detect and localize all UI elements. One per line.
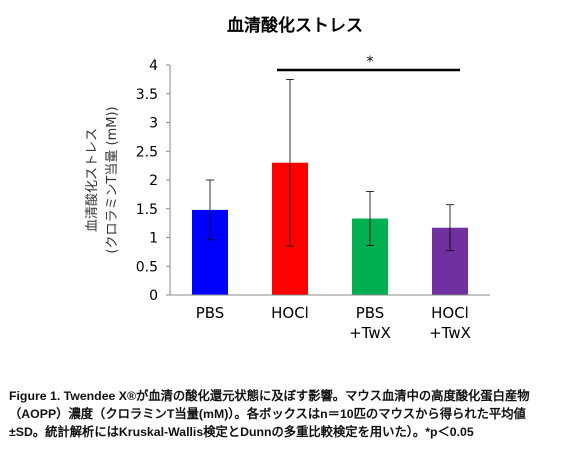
y-tick-label-1: 0.5 xyxy=(136,259,158,275)
y-tick-label-6: 3 xyxy=(149,116,158,132)
x-tick-sublabel-3: +TwX xyxy=(429,324,471,342)
y-tick-label-8: 4 xyxy=(149,58,158,74)
x-axis-labels: PBS HOCl PBS +TwX HOCl +TwX xyxy=(196,304,471,342)
bars-group xyxy=(192,162,468,295)
bar-chart: 血清酸化ストレス 血清酸化ストレス (クロラミンT当量 (mM)) 0 0.5 1 1… xyxy=(85,15,490,342)
y-tick-label-2: 1 xyxy=(149,231,158,247)
x-tick-label-0: PBS xyxy=(196,304,225,322)
y-tick-label-5: 2.5 xyxy=(136,144,158,160)
error-bars-group xyxy=(206,78,454,252)
x-tick-label-2: PBS xyxy=(356,304,385,322)
x-tick-label-1: HOCl xyxy=(271,304,309,322)
y-axis-label-line2: (クロラミンT当量 (mM)) xyxy=(105,106,120,253)
y-axis-ticks: 0 0.5 1 1.5 2 2.5 3 3.5 4 xyxy=(136,58,170,304)
chart-title: 血清酸化ストレス xyxy=(227,15,363,36)
y-tick-label-7: 3.5 xyxy=(136,87,158,103)
x-tick-sublabel-2: +TwX xyxy=(349,324,391,342)
significance-star: * xyxy=(367,54,374,70)
y-axis-label-line1: 血清酸化ストレス xyxy=(85,128,100,232)
y-tick-label-3: 1.5 xyxy=(136,202,158,218)
y-tick-label-4: 2 xyxy=(149,173,158,189)
x-tick-label-3: HOCl xyxy=(431,304,469,322)
figure-caption: Figure 1. Twendee X®が血清の酸化還元状態に及ぼす影響。マウス… xyxy=(9,389,530,439)
y-tick-label-0: 0 xyxy=(149,288,158,304)
